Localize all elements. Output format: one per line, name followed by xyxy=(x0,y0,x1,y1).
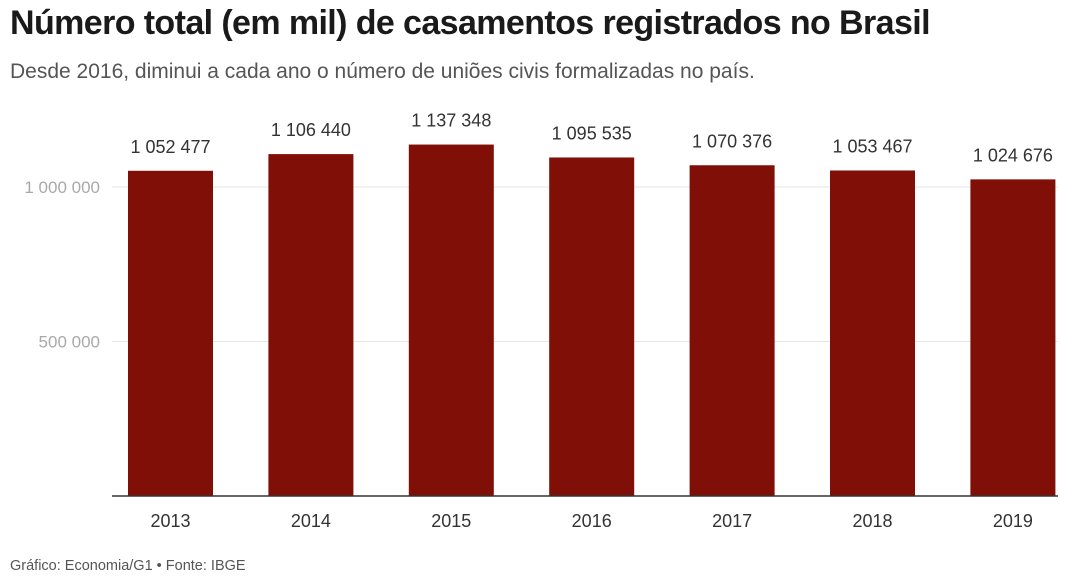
chart-title: Número total (em mil) de casamentos regi… xyxy=(10,4,931,42)
bar-2015 xyxy=(408,144,494,497)
x-tick-label-2014: 2014 xyxy=(291,511,331,531)
bar-2014 xyxy=(268,154,354,496)
x-tick-label-2013: 2013 xyxy=(150,511,190,531)
y-tick-label: 1 000 000 xyxy=(24,178,100,197)
data-label-2017: 1 070 376 xyxy=(692,131,772,151)
data-label-2015: 1 137 348 xyxy=(411,111,491,131)
axes: 500 000 1 000 000 2013 2014 2015 2016 2017 2018… xyxy=(24,178,1058,531)
bar-2019 xyxy=(970,179,1056,496)
bars xyxy=(128,144,1056,497)
x-tick-label-2018: 2018 xyxy=(852,511,892,531)
y-tick-label: 500 000 xyxy=(39,333,100,352)
data-label-2014: 1 106 440 xyxy=(271,120,351,140)
data-labels: 1 052 477 1 106 440 1 137 348 1 095 535 1 07… xyxy=(130,111,1052,166)
source-credit: Gráfico: Economia/G1 • Fonte: IBGE xyxy=(10,558,246,574)
x-tick-label-2017: 2017 xyxy=(712,511,752,531)
bar-2018 xyxy=(830,170,915,496)
data-label-2013: 1 052 477 xyxy=(130,137,210,157)
x-tick-label-2019: 2019 xyxy=(993,511,1033,531)
data-label-2016: 1 095 535 xyxy=(552,123,632,143)
x-tick-label-2016: 2016 xyxy=(572,511,612,531)
chart-subtitle: Desde 2016, diminui a cada ano o número … xyxy=(10,60,755,83)
bar-chart: 1 052 477 1 106 440 1 137 348 1 095 535 1 07… xyxy=(24,111,1058,531)
data-label-2018: 1 053 467 xyxy=(832,136,912,156)
bar-2016 xyxy=(549,157,635,497)
data-label-2019: 1 024 676 xyxy=(973,145,1053,165)
x-tick-label-2015: 2015 xyxy=(431,511,471,531)
bar-2017 xyxy=(689,165,775,496)
bar-2013 xyxy=(128,170,213,496)
